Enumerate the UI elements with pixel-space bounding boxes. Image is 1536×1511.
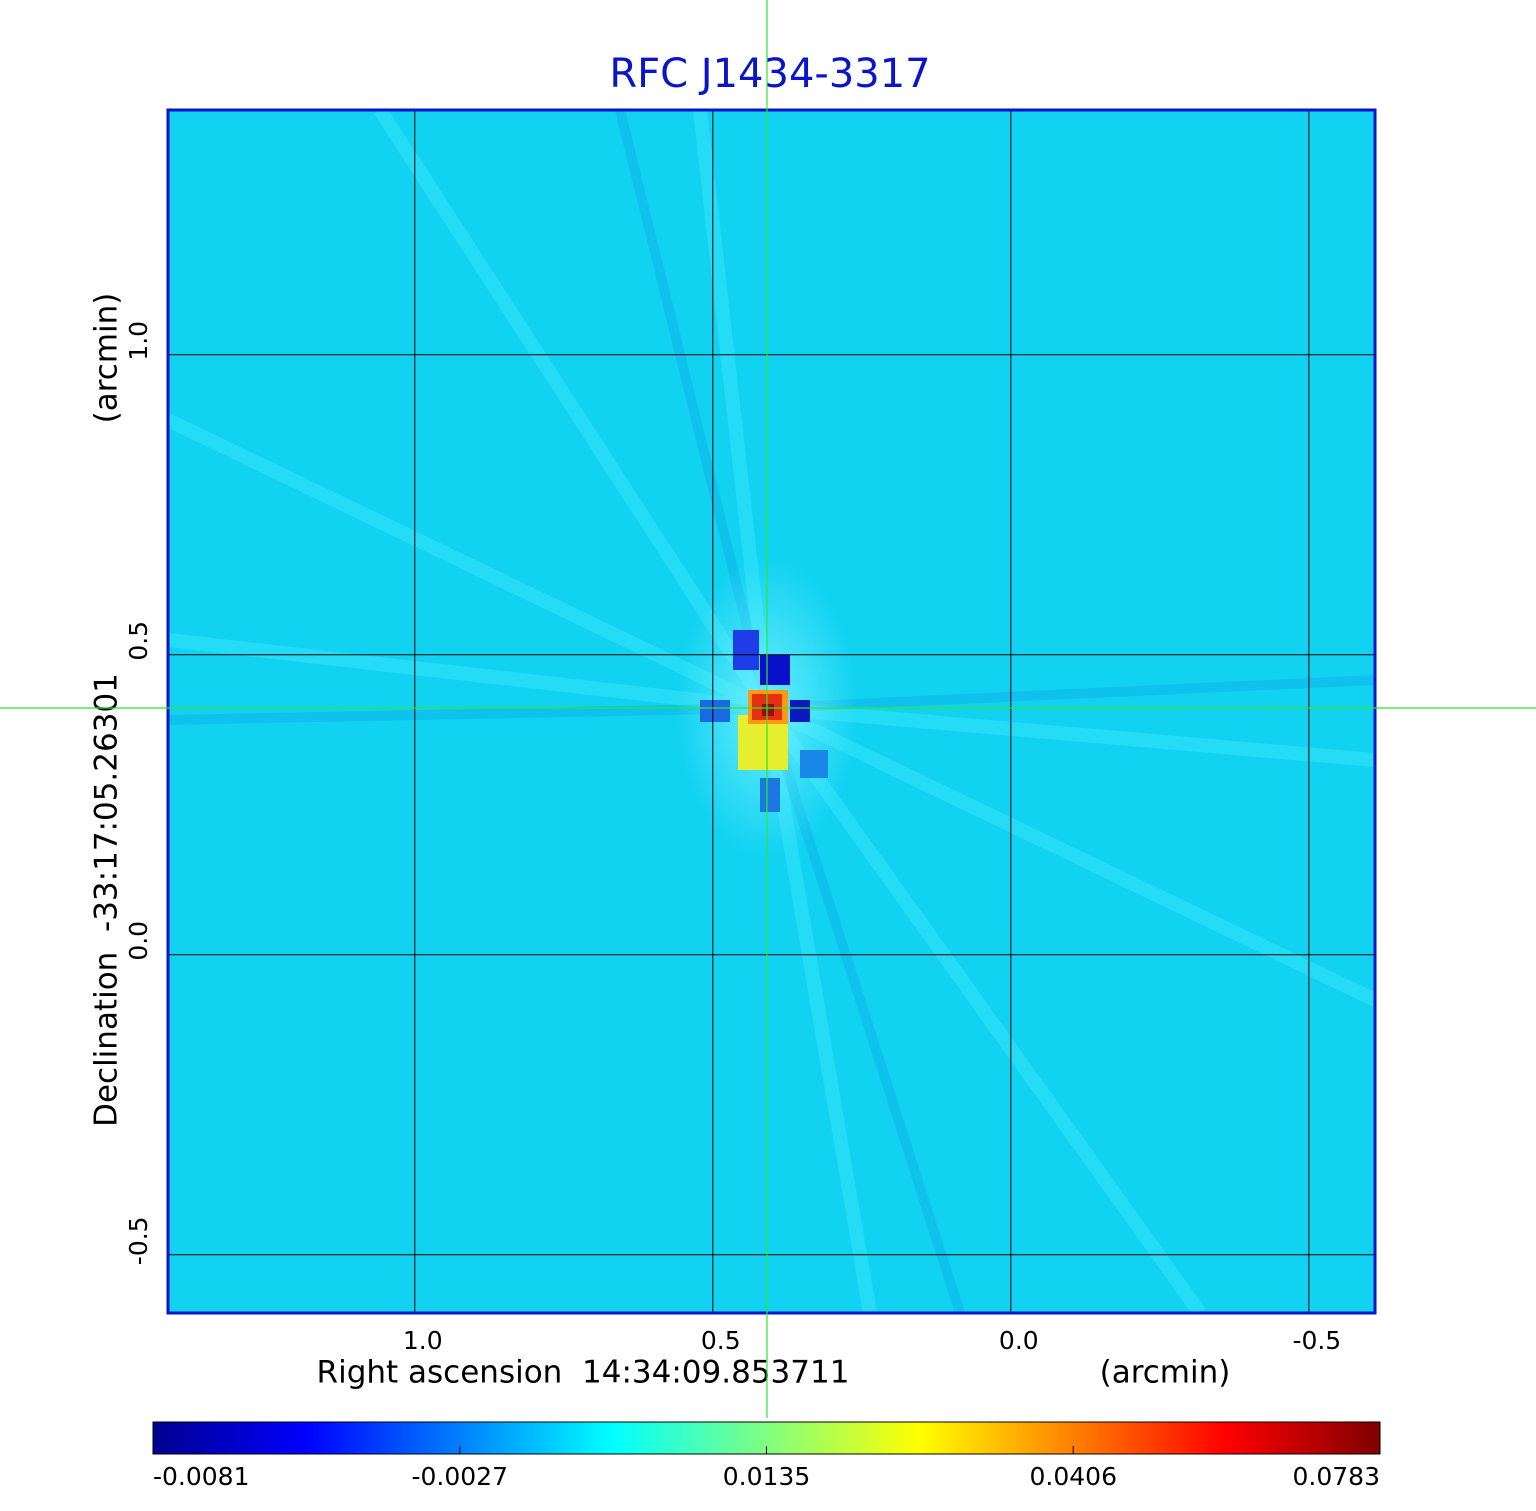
colorbar-tick-label: -0.0027 <box>412 1462 509 1491</box>
colorbar-tick-label: -0.0081 <box>153 1462 250 1491</box>
y-axis-unit: (arcmin) <box>89 293 125 424</box>
colorbar-tick-label: 0.0783 <box>1293 1462 1380 1491</box>
image <box>168 110 1375 1313</box>
y-axis-label: Declination -33:17:05.26301 <box>89 673 125 1127</box>
y-tick-label: -0.5 <box>124 1216 153 1265</box>
x-tick-label: 0.5 <box>701 1326 741 1355</box>
colorbar-tick-label: 0.0406 <box>1030 1462 1117 1491</box>
colorbar-ticks: -0.0081 -0.0027 0.0135 0.0406 0.0783 <box>152 1446 1381 1491</box>
y-tick-label: 0.5 <box>124 621 153 661</box>
x-axis-unit: (arcmin) <box>1100 1355 1231 1391</box>
plot-frame <box>166 108 1377 1315</box>
crosshair <box>0 0 1536 1418</box>
colorbar-tick-label: 0.0135 <box>723 1462 810 1491</box>
x-tick-label: 1.0 <box>403 1326 443 1355</box>
y-tick-label: 0.0 <box>124 921 153 961</box>
chart-title: RFC J1434-3317 <box>609 51 930 97</box>
x-tick-label: 0.0 <box>999 1326 1039 1355</box>
grid <box>168 110 1375 1313</box>
x-tick-label: -0.5 <box>1292 1326 1341 1355</box>
y-tick-label: 1.0 <box>124 321 153 361</box>
x-axis-label: Right ascension 14:34:09.853711 <box>317 1355 850 1391</box>
